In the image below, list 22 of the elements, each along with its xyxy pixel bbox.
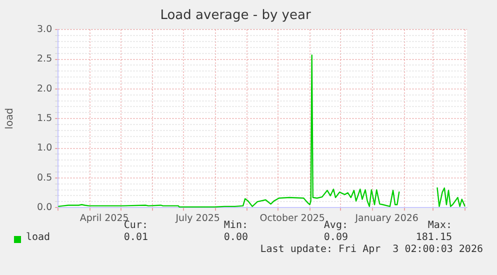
text: 0.01: [124, 232, 148, 243]
text: 0.09: [324, 232, 348, 243]
y-tick-label: 0.0: [37, 202, 52, 214]
text: 0.00: [224, 232, 248, 243]
y-tick-label: 1.0: [37, 142, 52, 154]
x-tick-label: October 2025: [260, 212, 325, 224]
x-tick-label: January 2026: [354, 212, 418, 224]
y-tick-label: 0.5: [37, 172, 52, 184]
text: Max:: [428, 220, 452, 231]
legend-label: load: [26, 232, 50, 243]
y-axis-title: load: [4, 108, 16, 130]
text: Min:: [224, 220, 248, 231]
text: Cur:: [124, 220, 148, 231]
text: 181.15: [416, 232, 452, 243]
text: Avg:: [324, 220, 348, 231]
y-tick-label: 3.0: [37, 24, 52, 36]
text: Last update: Fri Apr 3 02:00:03 2026: [260, 244, 483, 255]
y-tick-label: 1.5: [37, 113, 52, 124]
y-tick-label: 2.0: [37, 83, 52, 94]
chart-title: Load average - by year: [160, 8, 312, 24]
y-tick-label: 2.5: [37, 54, 52, 65]
x-tick-label: July 2025: [174, 212, 220, 224]
